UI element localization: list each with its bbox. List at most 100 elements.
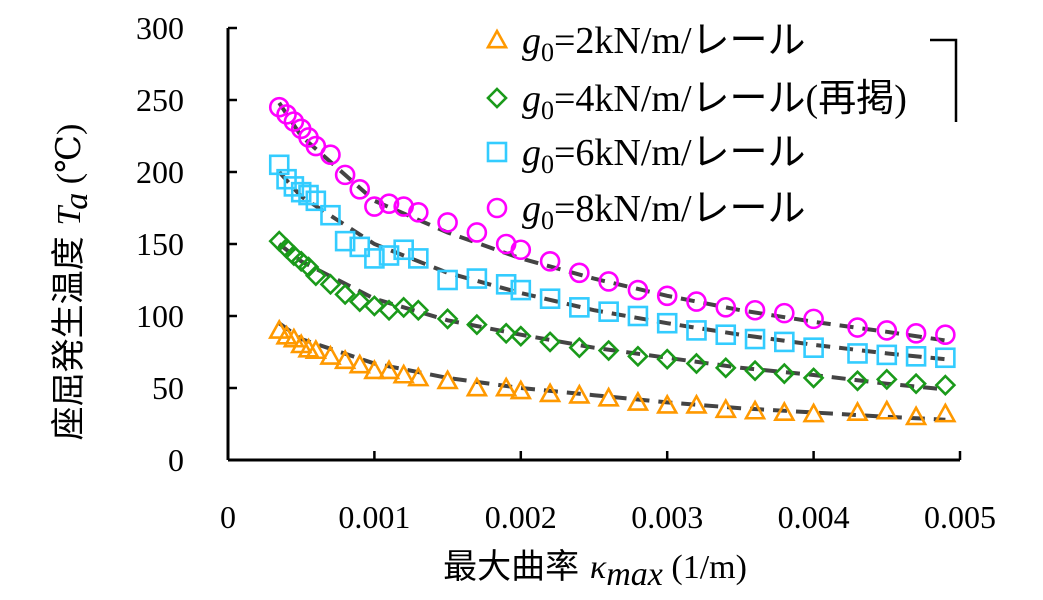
- legend-marker: [486, 197, 508, 219]
- legend-marker: [485, 28, 509, 49]
- data-point: [363, 359, 386, 380]
- data-point: [656, 285, 678, 307]
- legend-label: g0=4kN/m/レール(再掲): [522, 78, 907, 125]
- data-point: [802, 367, 825, 389]
- data-point: [510, 239, 532, 261]
- fit-line: [277, 242, 946, 392]
- data-point: [298, 184, 319, 206]
- x-axis-label: 最大曲率 κmax (1/m): [443, 547, 747, 593]
- data-point: [935, 347, 956, 369]
- data-point: [627, 305, 649, 327]
- data-point: [465, 376, 489, 397]
- data-point: [408, 202, 429, 223]
- x-tick-label: 0: [220, 499, 236, 535]
- x-tick-label: 0.004: [778, 499, 850, 535]
- data-point: [905, 372, 927, 395]
- data-point: [305, 264, 327, 287]
- fit-line: [278, 321, 946, 422]
- x-axis-label-symbol: κ: [590, 549, 607, 586]
- y-axis-label-unit: (℃): [51, 124, 88, 193]
- data-point: [875, 399, 899, 420]
- data-point: [656, 348, 679, 371]
- data-point: [568, 383, 591, 404]
- legend-item: g0=8kN/m/レール: [486, 188, 806, 235]
- data-point: [392, 363, 415, 384]
- x-tick-label: 0.003: [631, 499, 703, 535]
- y-axis-label: 座屈発生温度 Ta (℃): [49, 124, 95, 441]
- legend-item: g0=4kN/m/レール(再掲): [486, 78, 907, 125]
- series-diamond-points: [268, 230, 957, 396]
- data-point: [744, 328, 766, 350]
- data-point: [509, 325, 532, 347]
- y-tick-label: 0: [168, 442, 184, 478]
- data-point: [597, 386, 620, 407]
- data-point: [846, 369, 869, 392]
- data-point: [847, 343, 868, 364]
- y-tick-label: 250: [136, 82, 184, 118]
- data-point: [333, 348, 357, 370]
- data-point: [875, 368, 898, 391]
- data-point: [466, 313, 488, 336]
- data-point: [847, 317, 868, 338]
- data-point: [686, 291, 707, 312]
- series-square-points: [268, 154, 956, 369]
- data-point: [803, 308, 824, 330]
- y-axis-label-text: 座屈発生温度: [49, 226, 89, 441]
- legend-item: g0=2kN/m/レール: [485, 20, 806, 67]
- data-point: [686, 320, 707, 341]
- data-point: [773, 362, 796, 385]
- data-point: [494, 376, 518, 397]
- data-point: [655, 393, 679, 414]
- data-point: [685, 393, 708, 414]
- data-point: [539, 331, 561, 353]
- data-point: [905, 322, 927, 344]
- y-tick-label: 50: [152, 370, 184, 406]
- y-tick-label: 200: [136, 154, 184, 190]
- data-point: [334, 164, 356, 186]
- data-point: [437, 269, 458, 291]
- data-point: [598, 271, 619, 292]
- data-point: [935, 324, 956, 346]
- legend-label: g0=2kN/m/レール: [522, 20, 806, 67]
- data-point: [319, 273, 342, 296]
- data-point: [305, 190, 327, 212]
- data-point: [803, 337, 824, 358]
- data-point: [320, 204, 341, 226]
- data-point: [268, 318, 291, 339]
- data-point: [268, 96, 290, 118]
- data-point: [744, 299, 766, 321]
- data-point: [715, 297, 737, 318]
- legend-label: g0=8kN/m/レール: [522, 188, 806, 235]
- data-point: [466, 222, 488, 243]
- fit-line: [277, 170, 946, 362]
- data-point: [569, 297, 590, 318]
- y-tick-label: 150: [136, 226, 184, 262]
- y-tick-label: 300: [136, 10, 184, 46]
- data-point: [466, 268, 488, 289]
- data-point: [320, 144, 341, 166]
- x-axis-label-text: 最大曲率: [443, 547, 590, 587]
- data-point: [283, 111, 305, 132]
- data-point: [569, 262, 590, 284]
- data-point: [774, 331, 795, 353]
- data-point: [364, 196, 385, 217]
- x-tick-label: 0.002: [485, 499, 557, 535]
- data-point: [685, 352, 708, 375]
- data-point: [905, 346, 927, 367]
- data-point: [304, 338, 328, 360]
- data-point: [744, 359, 766, 382]
- data-point: [495, 274, 517, 295]
- data-point: [407, 366, 430, 387]
- data-point: [305, 135, 327, 157]
- fit-lines: [277, 101, 946, 422]
- legend-item: g0=6kN/m/レール: [486, 132, 806, 179]
- x-axis-label-subscript: max: [606, 556, 663, 593]
- data-point: [378, 193, 400, 214]
- data-point: [495, 322, 517, 345]
- data-point: [626, 390, 650, 411]
- data-point: [268, 154, 290, 176]
- data-point: [436, 369, 459, 390]
- data-point: [276, 104, 297, 125]
- data-point: [656, 312, 678, 334]
